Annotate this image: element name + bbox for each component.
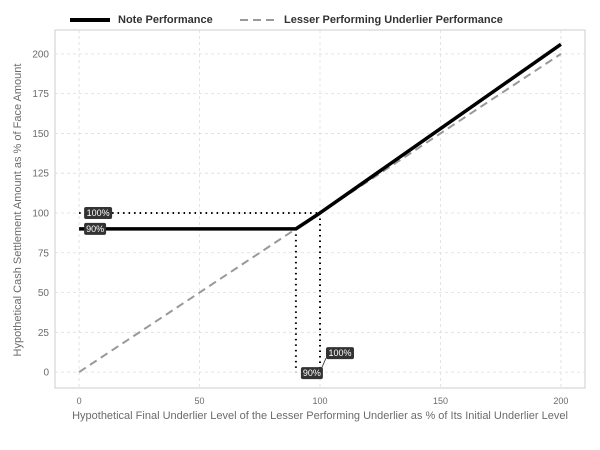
y-tick-label: 125 <box>32 169 49 180</box>
x-tick-label: 0 <box>77 396 82 406</box>
annotation-label: 90% <box>86 224 104 234</box>
annotation-box <box>300 367 323 380</box>
legend-item-underlier: Lesser Performing Underlier Performance <box>240 10 503 30</box>
x-tick-label: 50 <box>195 396 205 406</box>
x-tick-label: 200 <box>553 396 568 406</box>
y-axis-label: Hypothetical Cash Settlement Amount as %… <box>12 63 24 357</box>
annotation-label: 90% <box>303 368 321 378</box>
series-line-note <box>79 42 562 231</box>
y-tick-label: 0 <box>43 368 49 379</box>
annotation-label: 100% <box>87 208 110 218</box>
x-tick-label: 100 <box>312 396 327 406</box>
y-tick-label: 75 <box>38 248 50 259</box>
annotation-connector <box>319 357 327 373</box>
legend-label-note: Note Performance <box>118 14 213 26</box>
y-tick-label: 100 <box>32 208 49 219</box>
legend-item-note: Note Performance <box>70 10 213 30</box>
y-tick-label: 25 <box>38 328 50 339</box>
x-tick-label: 150 <box>433 396 448 406</box>
legend-swatch-underlier <box>240 19 276 21</box>
annotation-box <box>326 347 354 360</box>
y-tick-label: 150 <box>32 129 49 140</box>
legend: Note Performance Lesser Performing Under… <box>0 10 600 30</box>
x-axis-label: Hypothetical Final Underlier Level of th… <box>72 410 568 422</box>
y-tick-label: 200 <box>32 49 49 60</box>
y-tick-label: 50 <box>38 288 50 299</box>
y-tick-label: 175 <box>32 89 49 100</box>
annotation-box <box>84 222 107 235</box>
annotation-label: 100% <box>328 348 351 358</box>
legend-label-underlier: Lesser Performing Underlier Performance <box>284 14 503 26</box>
legend-swatch-note <box>70 18 110 22</box>
annotation-box <box>84 206 113 219</box>
